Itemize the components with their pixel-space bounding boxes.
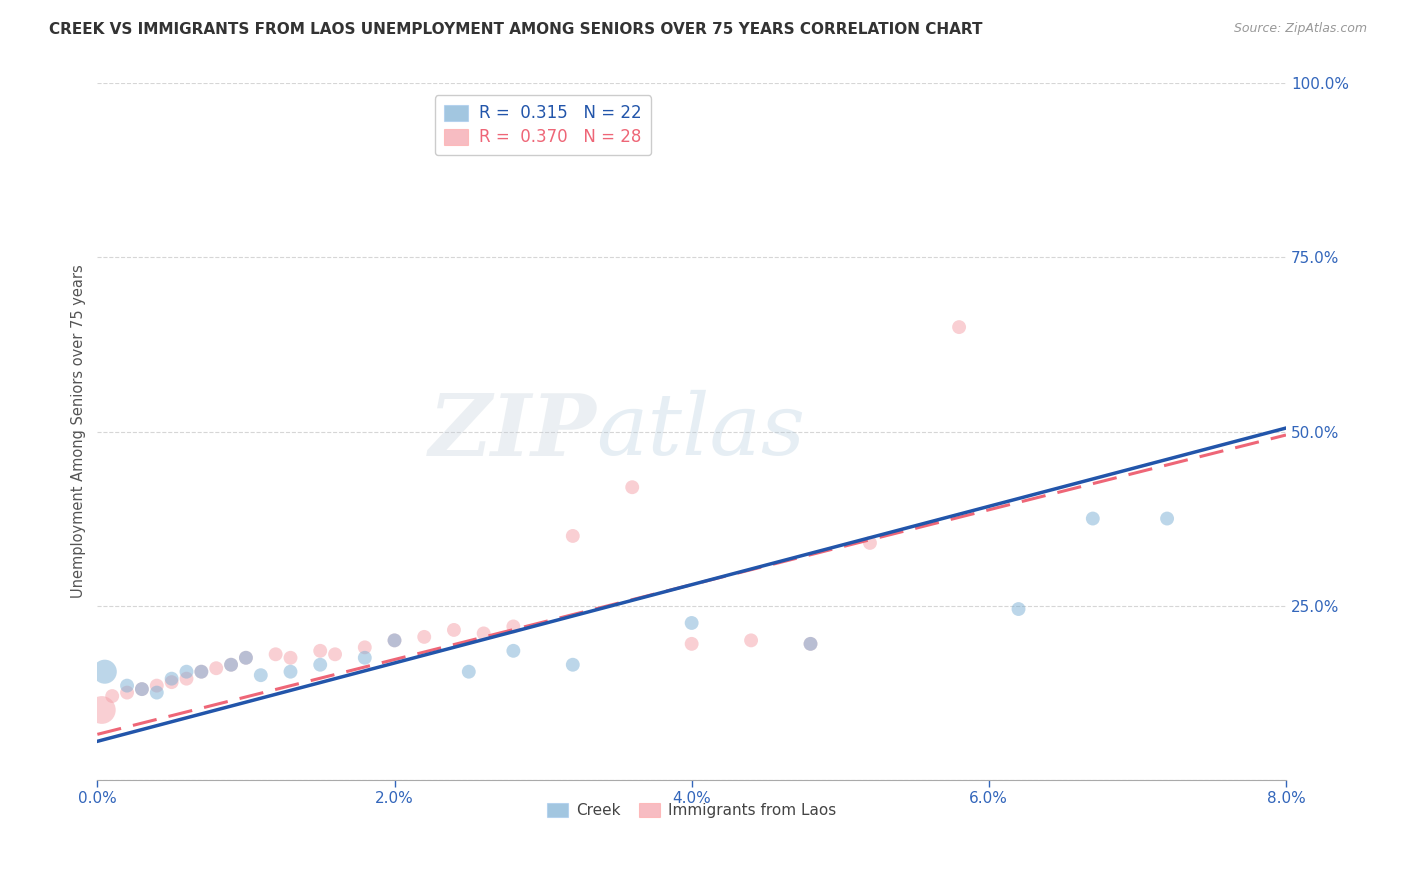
Point: [681, 637, 703, 651]
Point: [621, 480, 644, 494]
Point: [249, 668, 271, 682]
Point: [235, 650, 257, 665]
Point: [280, 665, 302, 679]
Point: [948, 320, 970, 334]
Point: [413, 630, 436, 644]
Point: [264, 648, 287, 662]
Point: [115, 685, 138, 699]
Point: [94, 665, 117, 679]
Text: Source: ZipAtlas.com: Source: ZipAtlas.com: [1233, 22, 1367, 36]
Point: [131, 682, 153, 697]
Text: CREEK VS IMMIGRANTS FROM LAOS UNEMPLOYMENT AMONG SENIORS OVER 75 YEARS CORRELATI: CREEK VS IMMIGRANTS FROM LAOS UNEMPLOYME…: [49, 22, 983, 37]
Point: [323, 648, 346, 662]
Point: [472, 626, 495, 640]
Point: [561, 657, 583, 672]
Point: [160, 675, 183, 690]
Point: [101, 689, 124, 703]
Point: [799, 637, 821, 651]
Point: [131, 682, 153, 697]
Point: [90, 703, 112, 717]
Point: [384, 633, 406, 648]
Point: [280, 650, 302, 665]
Point: [219, 657, 242, 672]
Point: [146, 679, 169, 693]
Point: [205, 661, 228, 675]
Point: [443, 623, 465, 637]
Point: [176, 665, 198, 679]
Point: [1007, 602, 1029, 616]
Legend: Creek, Immigrants from Laos: Creek, Immigrants from Laos: [541, 797, 842, 824]
Text: ZIP: ZIP: [429, 390, 596, 474]
Point: [384, 633, 406, 648]
Point: [561, 529, 583, 543]
Point: [1156, 511, 1178, 525]
Point: [353, 650, 375, 665]
Point: [235, 650, 257, 665]
Point: [309, 644, 332, 658]
Point: [502, 619, 524, 633]
Text: atlas: atlas: [596, 390, 806, 473]
Point: [146, 685, 169, 699]
Point: [740, 633, 762, 648]
Point: [457, 665, 479, 679]
Point: [681, 615, 703, 630]
Point: [219, 657, 242, 672]
Point: [190, 665, 212, 679]
Point: [309, 657, 332, 672]
Point: [176, 672, 198, 686]
Point: [190, 665, 212, 679]
Point: [502, 644, 524, 658]
Point: [353, 640, 375, 655]
Point: [1081, 511, 1104, 525]
Point: [799, 637, 821, 651]
Point: [115, 679, 138, 693]
Y-axis label: Unemployment Among Seniors over 75 years: Unemployment Among Seniors over 75 years: [72, 265, 86, 599]
Point: [160, 672, 183, 686]
Point: [859, 536, 882, 550]
